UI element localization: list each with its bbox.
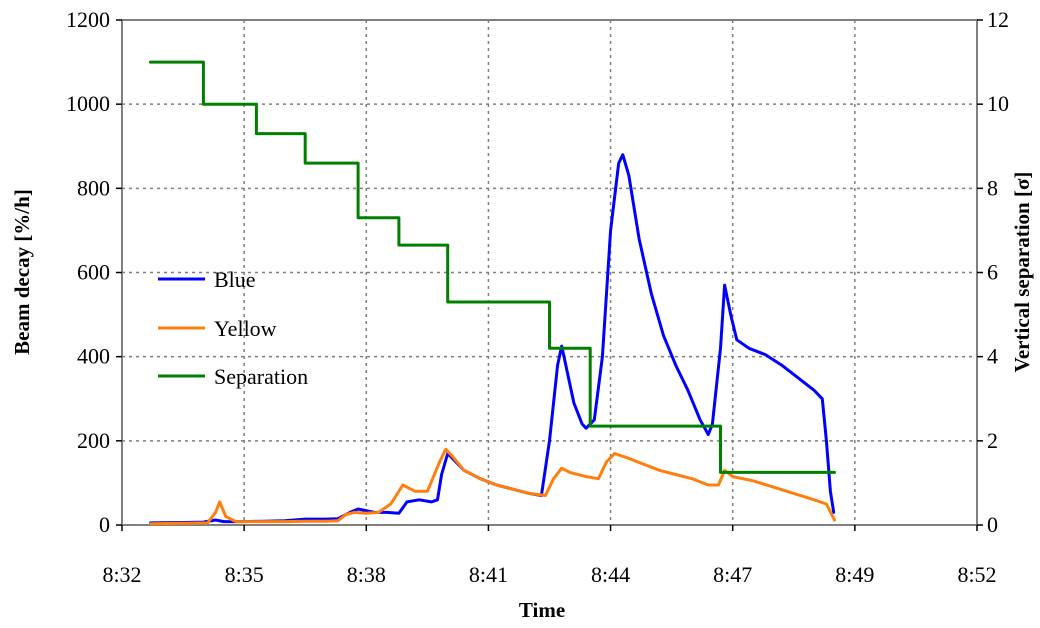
left-tick-label: 1000 [66,91,110,116]
x-tick-label: 8:41 [469,562,508,587]
x-tick-label: 8:32 [102,562,141,587]
right-tick-label: 8 [987,175,998,200]
left-tick-label: 600 [77,260,110,285]
right-tick-label: 2 [987,428,998,453]
x-tick-label: 8:52 [957,562,996,587]
series-line-yellow [149,447,836,526]
legend: Blue Yellow Separation [158,267,308,389]
left-axis-ticks: 0 200 400 600 800 1000 1200 [66,7,122,537]
x-tick-label: 8:35 [225,562,264,587]
right-tick-label: 6 [987,260,998,285]
left-tick-label: 1200 [66,7,110,32]
x-axis-title: Time [519,598,565,622]
right-tick-label: 10 [987,91,1009,116]
right-tick-label: 4 [987,344,998,369]
left-tick-label: 800 [77,175,110,200]
right-tick-label: 0 [987,512,998,537]
legend-label-separation: Separation [214,364,308,389]
x-tick-label: 8:38 [347,562,386,587]
right-tick-label: 12 [987,7,1009,32]
left-tick-label: 200 [77,428,110,453]
x-tick-label: 8:47 [713,562,752,587]
right-axis-ticks: 0 2 4 6 8 10 12 [977,7,1009,537]
series-layer [149,60,836,526]
series-line-separation [149,60,836,474]
legend-label-blue: Blue [214,267,256,292]
left-tick-label: 0 [99,512,110,537]
legend-label-yellow: Yellow [214,316,277,341]
left-axis-title: Beam decay [%/h] [10,189,34,355]
right-axis-title: Vertical separation [σ] [1010,172,1034,373]
x-tick-label: 8:49 [835,562,874,587]
x-axis-ticks: 8:32 8:35 8:38 8:41 8:44 8:47 8:49 8:52 [102,525,997,587]
left-tick-label: 400 [77,344,110,369]
x-tick-label: 8:44 [591,562,630,587]
